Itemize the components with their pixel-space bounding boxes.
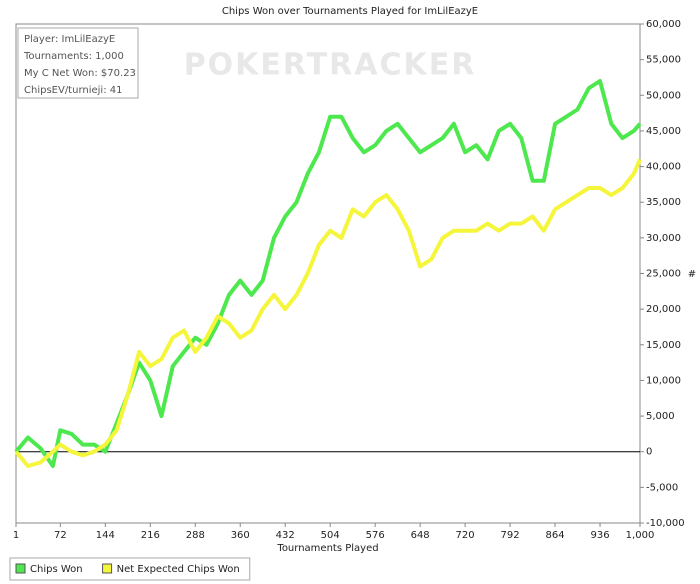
info-line: My C Net Won: $70.23 [24, 68, 136, 79]
legend-label: Chips Won [30, 564, 83, 575]
y-tick-label: 60,000 [646, 19, 681, 30]
x-tick-label: 72 [54, 530, 67, 541]
legend-box [9, 557, 251, 581]
info-line: Player: ImLilEazyE [24, 34, 115, 45]
y-tick-label: 30,000 [646, 233, 681, 244]
x-tick-label: 576 [366, 530, 385, 541]
legend-label: Net Expected Chips Won [117, 564, 240, 575]
y-tick-label: 40,000 [646, 162, 681, 173]
x-tick-label: 1,000 [626, 530, 655, 541]
y-tick-label: 10,000 [646, 375, 681, 386]
chart-title: Chips Won over Tournaments Played for Im… [222, 6, 478, 17]
y-tick-label: -5,000 [646, 482, 678, 493]
x-tick-label: 504 [321, 530, 340, 541]
x-tick-label: 432 [276, 530, 295, 541]
y-tick-label: 45,000 [646, 126, 681, 137]
x-axis-label: Tournaments Played [276, 543, 378, 554]
info-line: Tournaments: 1,000 [23, 51, 124, 62]
x-tick-label: 864 [546, 530, 565, 541]
legend-swatch [15, 563, 26, 574]
y-tick-label: -10,000 [646, 518, 685, 529]
x-tick-label: 288 [186, 530, 205, 541]
x-tick-label: 720 [456, 530, 475, 541]
legend-swatch [102, 563, 113, 574]
y-tick-label: 55,000 [646, 55, 681, 66]
x-tick-label: 144 [96, 530, 115, 541]
x-tick-label: 1 [13, 530, 19, 541]
x-tick-label: 792 [501, 530, 520, 541]
x-tick-label: 936 [590, 530, 609, 541]
x-tick-label: 648 [411, 530, 430, 541]
y-axis-label: # [688, 269, 696, 280]
y-tick-label: 20,000 [646, 304, 681, 315]
watermark: POKERTRACKER [184, 48, 477, 83]
y-tick-label: 25,000 [646, 269, 681, 280]
info-line: ChipsEV/turnieji: 41 [24, 85, 122, 96]
y-tick-label: 15,000 [646, 340, 681, 351]
x-tick-label: 360 [231, 530, 250, 541]
info-box [17, 27, 139, 99]
y-tick-label: 35,000 [646, 197, 681, 208]
y-tick-label: 5,000 [646, 411, 675, 422]
series-line [14, 158, 642, 468]
y-tick-label: 0 [646, 447, 652, 458]
x-tick-label: 216 [141, 530, 160, 541]
y-tick-label: 50,000 [646, 90, 681, 101]
